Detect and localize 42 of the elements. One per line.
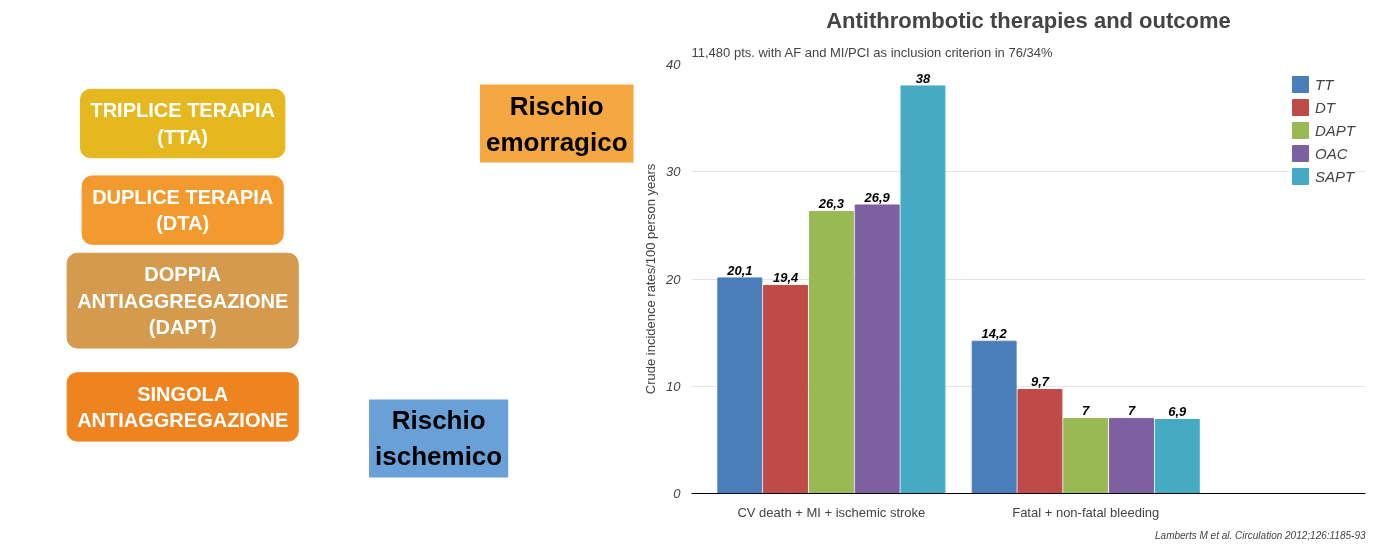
data-label: 7 bbox=[1127, 403, 1136, 419]
text: Rischio emorragico bbox=[485, 90, 628, 157]
text: SINGOLA ANTIAGGREGAZIONE bbox=[77, 382, 289, 432]
y-axis-title: Crude incidence rates/100 person years bbox=[643, 163, 659, 395]
data-label: 38 bbox=[915, 70, 931, 86]
bar bbox=[1017, 388, 1063, 494]
y-tick-label: 20 bbox=[665, 271, 682, 287]
bar bbox=[971, 340, 1017, 494]
bar bbox=[1154, 419, 1200, 494]
bar bbox=[808, 210, 854, 494]
legend-label: SAPT bbox=[1314, 167, 1355, 185]
bar bbox=[717, 277, 763, 494]
y-tick-label: 30 bbox=[666, 164, 682, 180]
text: DUPLICE TERAPIA (DTA) bbox=[92, 185, 274, 235]
data-label: 6,9 bbox=[1168, 404, 1188, 420]
y-tick-label: 40 bbox=[666, 57, 682, 72]
bar bbox=[763, 284, 809, 494]
legend-label: DAPT bbox=[1314, 121, 1355, 139]
legend-label: TT bbox=[1314, 75, 1335, 93]
data-label: 20,1 bbox=[726, 262, 753, 278]
x-tick-label: Fatal + non-fatal bleeding bbox=[1012, 504, 1160, 520]
chart-title: Antithrombotic therapies and outcome bbox=[826, 7, 1231, 33]
data-label: 14,2 bbox=[981, 326, 1008, 342]
bar bbox=[1063, 417, 1109, 494]
chart-subtitle: 11,480 pts. with AF and MI/PCI as inclusion criterion in 76/34% bbox=[691, 44, 1053, 60]
data-label: 26,9 bbox=[863, 190, 891, 205]
bar bbox=[1109, 417, 1154, 494]
text: Lamberts M et al. Circulation 2012;126:1185-93 bbox=[1155, 529, 1366, 541]
legend-label: OAC bbox=[1314, 144, 1348, 162]
bar bbox=[900, 85, 946, 494]
y-tick-label: 0 bbox=[673, 486, 682, 501]
x-tick-label: CV death + MI + ischemic stroke bbox=[737, 504, 926, 520]
bar bbox=[854, 204, 900, 494]
text: Rischio ischemico bbox=[375, 405, 503, 472]
data-label: 26,3 bbox=[817, 196, 845, 212]
text: TRIPLICE TERAPIA (TTA) bbox=[90, 99, 275, 148]
y-tick-label: 10 bbox=[666, 378, 682, 394]
data-label: 7 bbox=[1082, 403, 1091, 419]
data-label: 9,7 bbox=[1030, 374, 1050, 390]
data-label: 19,4 bbox=[772, 270, 800, 286]
legend-label: DT bbox=[1314, 98, 1335, 116]
text: DOPPIA ANTIAGGREGAZIONE (DAPT) bbox=[77, 263, 289, 339]
